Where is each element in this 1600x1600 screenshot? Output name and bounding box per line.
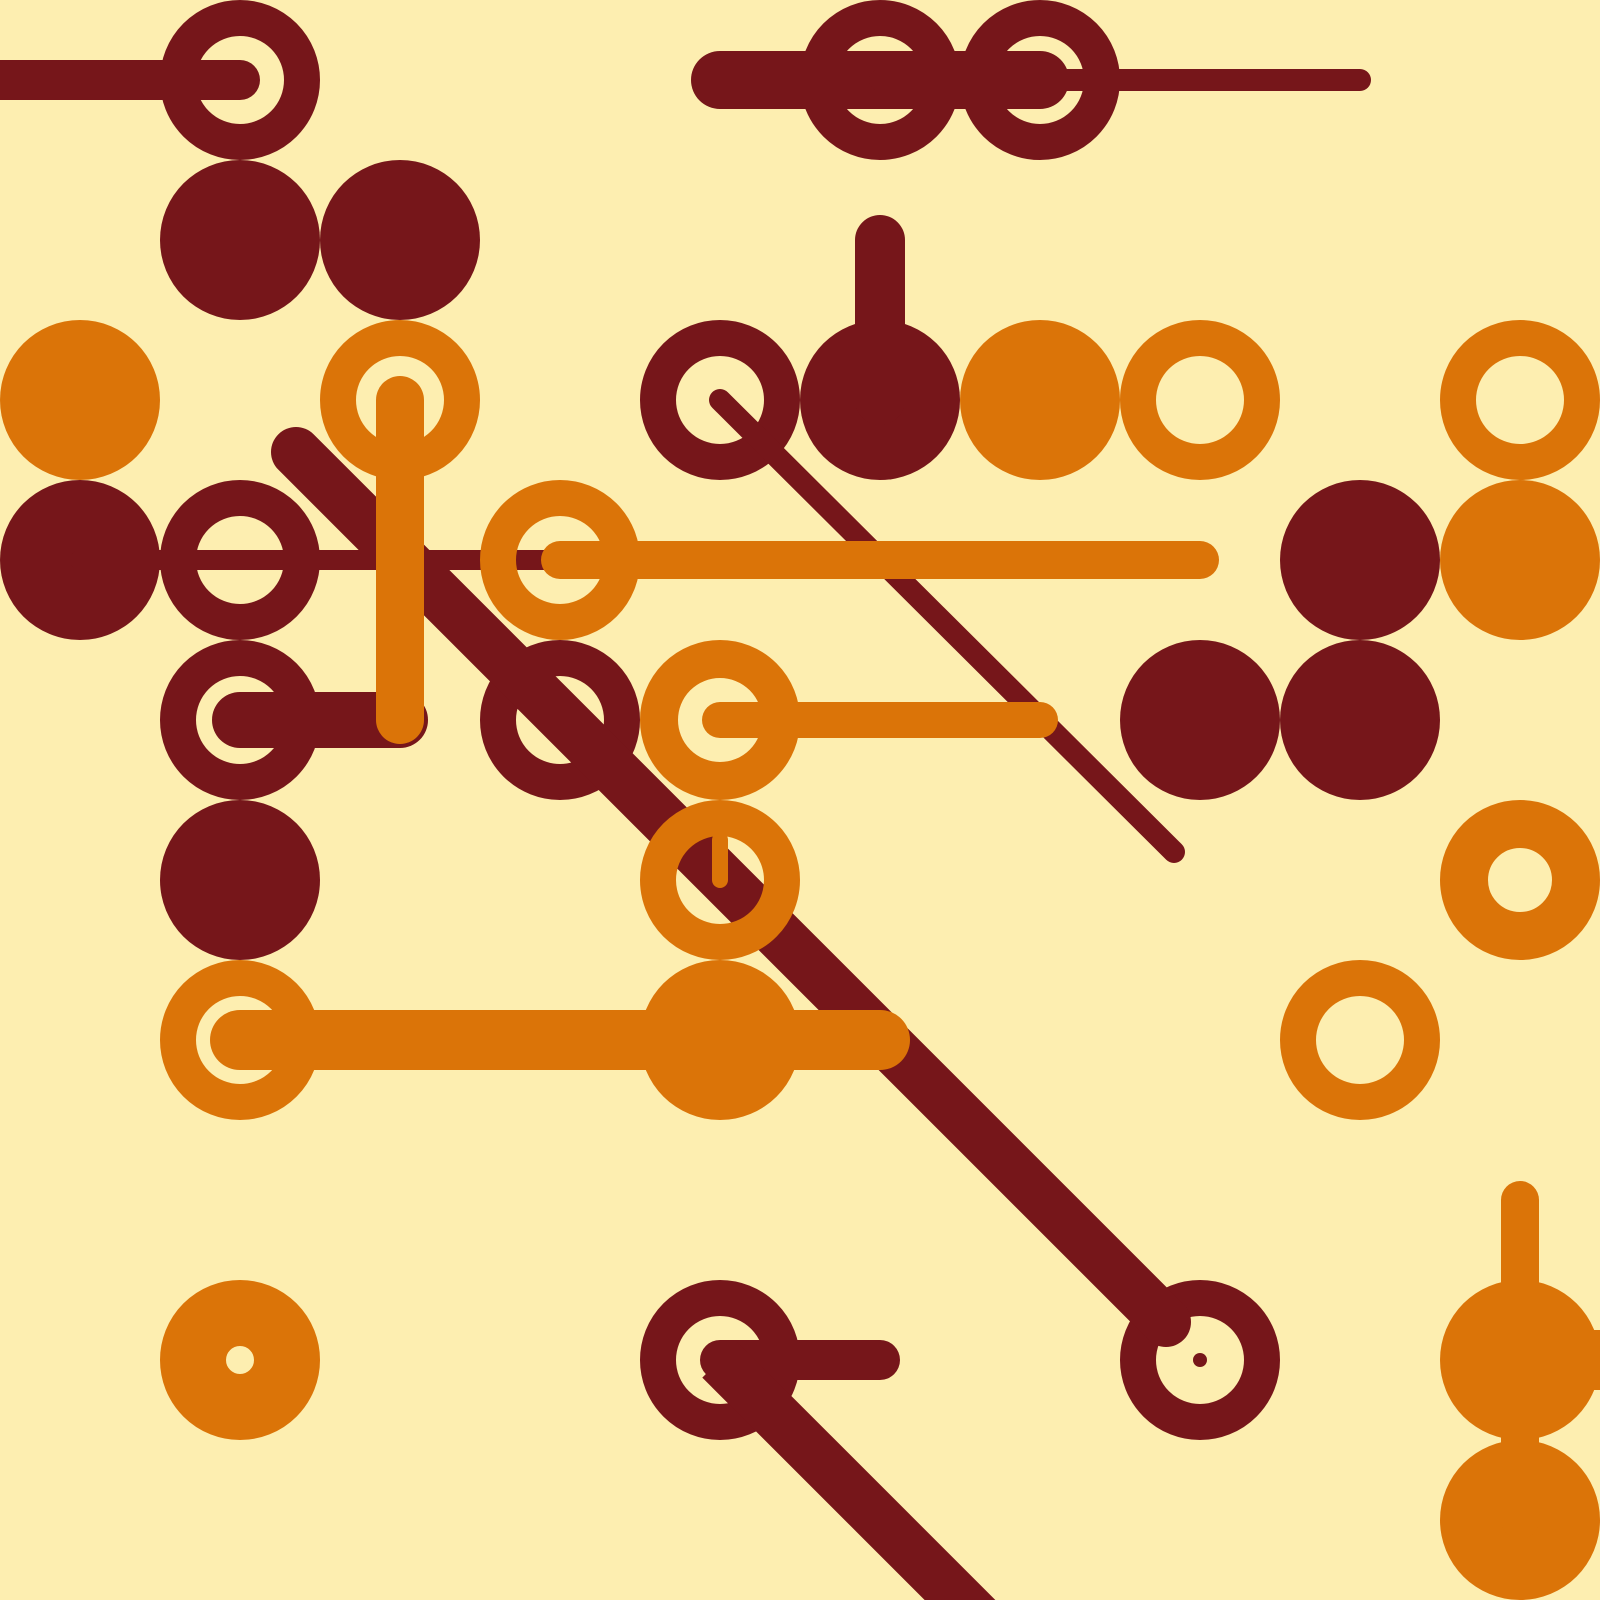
disc (960, 320, 1120, 480)
ring (1440, 320, 1600, 480)
disc (1440, 480, 1600, 640)
ring (1120, 1280, 1280, 1440)
disc (160, 800, 320, 960)
line (709, 389, 1185, 863)
line-cap (1540, 1330, 1600, 1390)
disc (160, 160, 320, 320)
ring (1280, 960, 1440, 1120)
ring (1440, 800, 1600, 960)
line-cap (0, 60, 30, 100)
ring (640, 320, 800, 480)
ring (640, 800, 800, 960)
disc (1280, 640, 1440, 800)
ring (480, 640, 640, 800)
dot (1193, 1353, 1207, 1367)
ring (1120, 320, 1280, 480)
disc (0, 320, 160, 480)
ring (160, 1280, 320, 1440)
line (702, 1342, 996, 1600)
disc (320, 160, 480, 320)
disc (1120, 640, 1280, 800)
line (271, 427, 1191, 1347)
disc (1280, 480, 1440, 640)
